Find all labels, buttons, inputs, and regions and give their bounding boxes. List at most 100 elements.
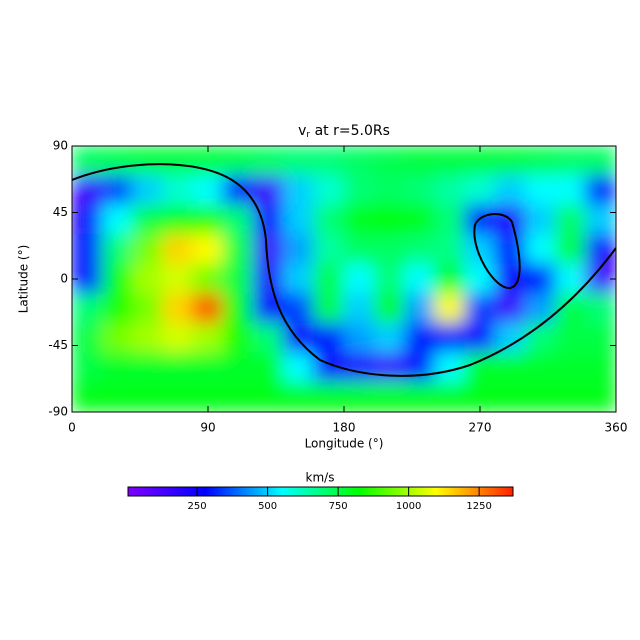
colorbar-tick-label: 500 xyxy=(258,501,277,512)
heat-cell xyxy=(464,352,496,383)
x-tick-label: 180 xyxy=(333,421,356,435)
x-tick-label: 360 xyxy=(605,421,628,435)
x-tick-label: 90 xyxy=(200,421,215,435)
heat-cell xyxy=(101,234,133,265)
colorbar-tick-label: 1250 xyxy=(466,501,491,512)
y-axis-label: Latitude (°) xyxy=(17,245,31,314)
heat-cell xyxy=(283,204,315,236)
heat-cell xyxy=(494,381,526,412)
heat-cell xyxy=(313,175,345,206)
x-axis-label: Longitude (°) xyxy=(305,437,384,451)
heat-cell xyxy=(131,234,164,265)
heat-cell xyxy=(464,175,496,206)
heat-cell xyxy=(403,381,436,412)
heat-cell xyxy=(585,175,616,206)
heat-cell xyxy=(283,293,315,324)
heat-cell xyxy=(555,204,587,236)
heat-cell xyxy=(585,146,616,177)
heat-cell xyxy=(252,175,285,206)
colorbar xyxy=(127,486,514,497)
heat-cell xyxy=(524,175,557,206)
heat-cell xyxy=(72,175,103,206)
chart-title: vr at r=5.0Rs xyxy=(298,123,390,140)
heat-cell xyxy=(313,381,345,412)
heat-cell xyxy=(283,146,315,177)
heat-cell xyxy=(434,175,466,206)
heat-cell xyxy=(403,146,436,177)
heat-cell xyxy=(343,352,375,383)
heat-cell xyxy=(131,293,164,324)
heat-cell xyxy=(585,352,616,383)
heat-cell xyxy=(162,234,194,265)
heat-cell xyxy=(252,146,285,177)
heat-cell xyxy=(464,263,496,295)
heat-cell xyxy=(434,322,466,354)
heat-cell xyxy=(585,293,616,324)
heat-cell xyxy=(403,263,436,295)
heat-cell xyxy=(585,381,616,412)
heat-cell xyxy=(313,234,345,265)
colorbar-label: km/s xyxy=(306,471,335,485)
heat-cell xyxy=(403,175,436,206)
heat-cell xyxy=(585,322,616,354)
y-tick-label: 45 xyxy=(53,205,68,219)
heat-cell xyxy=(494,146,526,177)
heat-cell xyxy=(192,293,224,324)
heat-cell xyxy=(101,204,133,236)
heat-cell xyxy=(555,381,587,412)
heat-cell xyxy=(252,234,285,265)
heat-cell xyxy=(464,234,496,265)
heat-cell xyxy=(313,204,345,236)
heat-cell xyxy=(222,234,254,265)
heat-cell xyxy=(162,293,194,324)
heat-cell xyxy=(162,381,194,412)
heat-cell xyxy=(494,293,526,324)
heat-cell xyxy=(72,322,103,354)
heat-cell xyxy=(524,293,557,324)
heat-cell xyxy=(252,322,285,354)
heat-cell xyxy=(162,322,194,354)
heat-cell xyxy=(72,381,103,412)
heat-cell xyxy=(494,175,526,206)
heat-cell xyxy=(101,293,133,324)
y-tick-label: -45 xyxy=(48,338,68,352)
heat-cell xyxy=(131,322,164,354)
heat-cell xyxy=(343,263,375,295)
heat-cell xyxy=(101,263,133,295)
heat-cell xyxy=(222,381,254,412)
heat-cell xyxy=(343,146,375,177)
heat-cell xyxy=(524,352,557,383)
heat-cell xyxy=(72,352,103,383)
heat-cell xyxy=(162,175,194,206)
heat-cell xyxy=(131,146,164,177)
heat-cell xyxy=(555,234,587,265)
heat-cell xyxy=(373,146,405,177)
heat-cell xyxy=(222,322,254,354)
heat-cell xyxy=(131,381,164,412)
heat-cell xyxy=(343,381,375,412)
heat-cell xyxy=(283,175,315,206)
heat-cell xyxy=(403,352,436,383)
heat-cell xyxy=(222,293,254,324)
heat-cell xyxy=(464,322,496,354)
colorbar-tick-label: 1000 xyxy=(396,501,421,512)
heat-cell xyxy=(131,175,164,206)
heat-cell xyxy=(373,293,405,324)
heat-cell xyxy=(585,204,616,236)
heat-cell xyxy=(192,263,224,295)
heat-cell xyxy=(524,204,557,236)
heat-cell xyxy=(72,293,103,324)
heat-cell xyxy=(192,322,224,354)
heat-cell xyxy=(101,381,133,412)
x-tick-label: 270 xyxy=(469,421,492,435)
heat-cell xyxy=(434,234,466,265)
heat-cell xyxy=(222,263,254,295)
heat-cell xyxy=(283,352,315,383)
heat-cell xyxy=(192,204,224,236)
heat-cell xyxy=(283,381,315,412)
heat-cell xyxy=(464,204,496,236)
heat-cell xyxy=(373,381,405,412)
heat-cell xyxy=(464,293,496,324)
heat-cell xyxy=(101,175,133,206)
heat-cell xyxy=(313,293,345,324)
